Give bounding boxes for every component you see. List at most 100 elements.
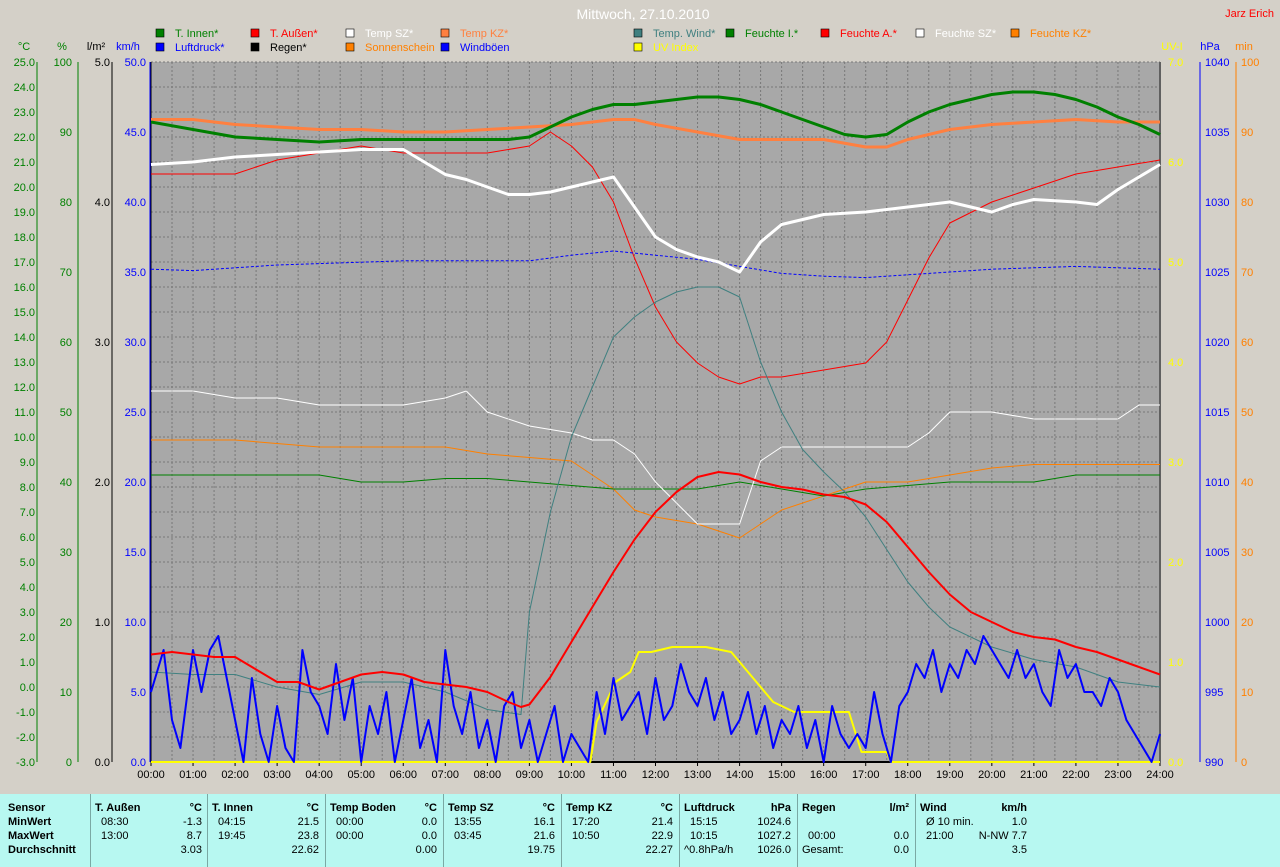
- stats-max-value: 0.0: [421, 830, 437, 842]
- y-tick-label-wind: 20.0: [125, 477, 146, 489]
- y-tick-label-pressure: 1015: [1205, 407, 1229, 419]
- x-tick-label: 03:00: [263, 769, 291, 781]
- legend-label: Windböen: [460, 42, 510, 54]
- stats-avg-label: ^0.8hPa/h: [684, 844, 734, 856]
- stats-label-avg: Durchschnitt: [8, 844, 76, 856]
- y-tick-label-pressure: 1025: [1205, 267, 1229, 279]
- series-line-temp-wind: [150, 286, 1161, 715]
- stats-column: Regen l/m² 00:00 0.0 Gesamt: 0.0: [797, 794, 916, 867]
- y-tick-label-wind: 10.0: [125, 617, 146, 629]
- stats-title: Regen: [802, 802, 836, 814]
- legend-label: T. Innen*: [175, 28, 219, 40]
- stats-max-time: 21:00: [926, 830, 954, 842]
- stats-title: Temp Boden: [330, 802, 396, 814]
- y-tick-label-wind: 50.0: [125, 57, 146, 69]
- stats-unit: °C: [189, 802, 202, 814]
- y-tick-label-temp: 2.0: [20, 632, 35, 644]
- x-tick-label: 12:00: [642, 769, 670, 781]
- x-tick-label: 20:00: [978, 769, 1006, 781]
- y-tick-label-temp: 24.0: [14, 82, 35, 94]
- stats-column: T. Innen °C 04:15 21.5 19:45 23.8 22.62: [207, 794, 326, 867]
- y-tick-label-temp: -1.0: [16, 707, 35, 719]
- stats-max-time: 03:45: [454, 830, 482, 842]
- y-tick-label-pressure: 1035: [1205, 127, 1229, 139]
- y-tick-label-uv: 7.0: [1168, 57, 1183, 69]
- legend-label: Temp SZ*: [365, 28, 414, 40]
- y-tick-label-humidity: 10: [60, 687, 72, 699]
- y-tick-label-wind: 15.0: [125, 547, 146, 559]
- legend-label: Feuchte KZ*: [1030, 28, 1092, 40]
- stats-max-value: 23.8: [297, 830, 319, 842]
- stats-title: Temp SZ: [448, 802, 494, 814]
- y-tick-label-humidity: 80: [60, 197, 72, 209]
- legend-swatch: [440, 28, 450, 38]
- stats-avg-value: 22.62: [291, 844, 319, 856]
- legend-label: Feuchte SZ*: [935, 28, 997, 40]
- author-label: Jarz Erich: [1225, 8, 1274, 20]
- y-tick-label-wind: 5.0: [131, 687, 146, 699]
- axis-unit-sun: min: [1235, 41, 1253, 53]
- y-tick-label-sun: 10: [1241, 687, 1253, 699]
- x-tick-label: 08:00: [474, 769, 502, 781]
- grid: [150, 61, 1161, 763]
- stats-label-sensor: Sensor: [8, 802, 46, 814]
- y-tick-label-temp: 5.0: [20, 557, 35, 569]
- y-tick-label-temp: 20.0: [14, 182, 35, 194]
- stats-column: Temp SZ °C 13:55 16.1 03:45 21.6 19.75: [443, 794, 562, 867]
- y-tick-label-temp: -3.0: [16, 757, 35, 769]
- y-tick-label-wind: 35.0: [125, 267, 146, 279]
- y-tick-label-sun: 20: [1241, 617, 1253, 629]
- stats-min-time: 04:15: [218, 816, 246, 828]
- stats-avg-label: Gesamt:: [802, 844, 844, 856]
- y-tick-label-temp: 21.0: [14, 157, 35, 169]
- y-tick-label-uv: 0.0: [1168, 757, 1183, 769]
- y-tick-label-rain: 2.0: [95, 477, 110, 489]
- y-tick-label-uv: 1.0: [1168, 657, 1183, 669]
- series-line-t-au-en: [150, 471, 1161, 708]
- axis-unit-uv: UV-I: [1161, 41, 1182, 53]
- x-tick-label: 01:00: [179, 769, 207, 781]
- stats-avg-value: 3.03: [180, 844, 202, 856]
- statistics-panel: Sensor MinWert MaxWert Durchschnitt T. A…: [0, 794, 1280, 867]
- stats-min-time: 08:30: [101, 816, 129, 828]
- y-tick-label-sun: 60: [1241, 337, 1253, 349]
- y-tick-label-humidity: 60: [60, 337, 72, 349]
- y-tick-label-humidity: 40: [60, 477, 72, 489]
- x-tick-label: 21:00: [1020, 769, 1048, 781]
- legend-label: Temp. Wind*: [653, 28, 716, 40]
- stats-avg-value: 3.5: [1011, 844, 1027, 856]
- stats-unit: °C: [306, 802, 319, 814]
- legend-swatch: [1010, 28, 1020, 38]
- stats-max-value: 8.7: [186, 830, 202, 842]
- y-tick-label-sun: 80: [1241, 197, 1253, 209]
- y-tick-label-pressure: 1040: [1205, 57, 1229, 69]
- stats-column: Temp KZ °C 17:20 21.4 10:50 22.9 22.27: [561, 794, 680, 867]
- y-tick-label-pressure: 1000: [1205, 617, 1229, 629]
- stats-avg-value: 19.75: [527, 844, 555, 856]
- axis-unit-pressure: hPa: [1200, 41, 1220, 53]
- y-tick-label-sun: 100: [1241, 57, 1259, 69]
- legend-swatch: [440, 42, 450, 52]
- x-tick-label: 24:00: [1146, 769, 1174, 781]
- legend-label: Luftdruck*: [175, 42, 225, 54]
- stats-unit: l/m²: [889, 802, 909, 814]
- y-tick-label-humidity: 30: [60, 547, 72, 559]
- stats-max-time: 10:15: [690, 830, 718, 842]
- legend: T. Innen* Luftdruck* T. Außen* Regen* Temp S…: [155, 28, 1092, 54]
- y-tick-label-humidity: 0: [66, 757, 72, 769]
- stats-min-value: 21.4: [651, 816, 673, 828]
- x-tick-label: 19:00: [936, 769, 964, 781]
- series-line-temp-kz: [151, 118, 1160, 149]
- stats-avg-value: 22.27: [645, 844, 673, 856]
- legend-swatch: [820, 28, 830, 38]
- y-tick-label-uv: 3.0: [1168, 457, 1183, 469]
- stats-min-time: 15:15: [690, 816, 718, 828]
- y-tick-label-temp: 9.0: [20, 457, 35, 469]
- series-layer: [150, 90, 1161, 763]
- x-tick-label: 00:00: [137, 769, 165, 781]
- y-tick-label-humidity: 100: [54, 57, 72, 69]
- stats-avg-value: 1026.0: [757, 844, 791, 856]
- legend-label: T. Außen*: [270, 28, 318, 40]
- y-tick-label-pressure: 1005: [1205, 547, 1229, 559]
- stats-unit: km/h: [1001, 802, 1027, 814]
